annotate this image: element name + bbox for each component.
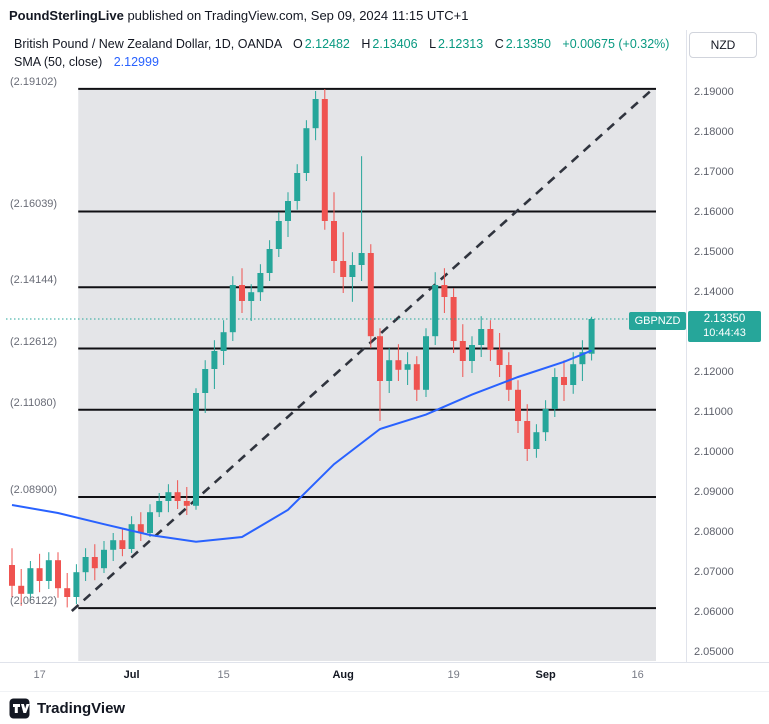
currency-toggle-button[interactable]: NZD [689,32,757,58]
level-label: (2.11080) [10,396,57,409]
level-lines [78,87,656,610]
ohlc-high-label: H [361,37,371,51]
price-axis-label: 2.10000 [694,446,734,458]
time-axis-separator [0,662,769,663]
time-axis-label: 15 [217,669,230,681]
current-price-value: 2.13350 [703,313,746,325]
price-axis-separator [686,30,687,662]
candlestick-series [9,89,595,608]
price-axis-label: 2.15000 [694,246,734,258]
change-value: +0.00675 (+0.32%) [562,37,670,51]
price-axis-label: 2.16000 [694,206,734,218]
price-axis-label: 2.12000 [694,366,734,378]
ohlc-high-value: 2.13406 [372,37,418,51]
price-axis-label: 2.06000 [694,606,734,618]
indicator-name: SMA (50, close) [14,55,103,69]
tradingview-logo-icon [9,698,30,718]
indicator-value: 2.12999 [113,55,159,69]
attribution-bar: PoundSterlingLive published on TradingVi… [9,8,468,23]
ohlc-open-label: O [292,37,303,51]
level-label: (2.08900) [10,484,58,496]
price-axis-label: 2.07000 [694,566,734,578]
price-axis-label: 2.08000 [694,526,734,538]
trendline [70,89,653,612]
price-axis-label: 2.18000 [694,126,734,138]
price-axis-label: 2.05000 [694,646,734,658]
time-axis-label: 17 [33,669,46,681]
time-axis-label: Jul [123,669,140,681]
current-price-badge: 2.13350 10:44:43 [688,311,761,342]
level-label: (2.16039) [10,198,58,211]
ohlc-low-value: 2.12313 [438,37,484,51]
symbol-price-flag: GBPNZD [629,312,686,330]
ohlc-open-value: 2.12482 [304,37,350,51]
indicator-legend[interactable]: SMA (50, close) 2.12999 [14,55,159,69]
price-axis-label: 2.19000 [694,86,734,98]
ohlc-close-label: C [494,37,504,51]
time-axis-label: 16 [631,669,644,681]
footer-bar: TradingView [0,691,769,724]
price-axis-label: 2.14000 [694,286,734,298]
publisher-name: PoundSterlingLive [9,8,124,23]
level-label: (2.06122) [10,595,58,608]
ohlc-close-value: 2.13350 [505,37,551,51]
time-axis-label: Aug [332,669,354,681]
level-label: (2.19102) [10,75,58,88]
symbol-title: British Pound / New Zealand Dollar, 1D, … [14,37,282,51]
time-axis-label: Sep [535,669,556,681]
level-label: (2.14144) [10,274,58,287]
price-axis-label: 2.09000 [694,486,734,498]
symbol-legend[interactable]: British Pound / New Zealand Dollar, 1D, … [14,37,669,51]
sma-line [11,349,592,543]
attribution-text: published on TradingView.com, Sep 09, 20… [123,8,469,23]
time-axis-label: 19 [447,669,460,681]
level-label: (2.12612) [10,335,58,348]
price-axis-label: 2.17000 [694,166,734,178]
price-axis-label: 2.11000 [694,406,733,418]
ohlc-low-label: L [429,37,437,51]
countdown-timer: 10:44:43 [703,327,746,339]
shaded-region [78,88,657,661]
tradingview-brand-text: TradingView [37,699,126,717]
